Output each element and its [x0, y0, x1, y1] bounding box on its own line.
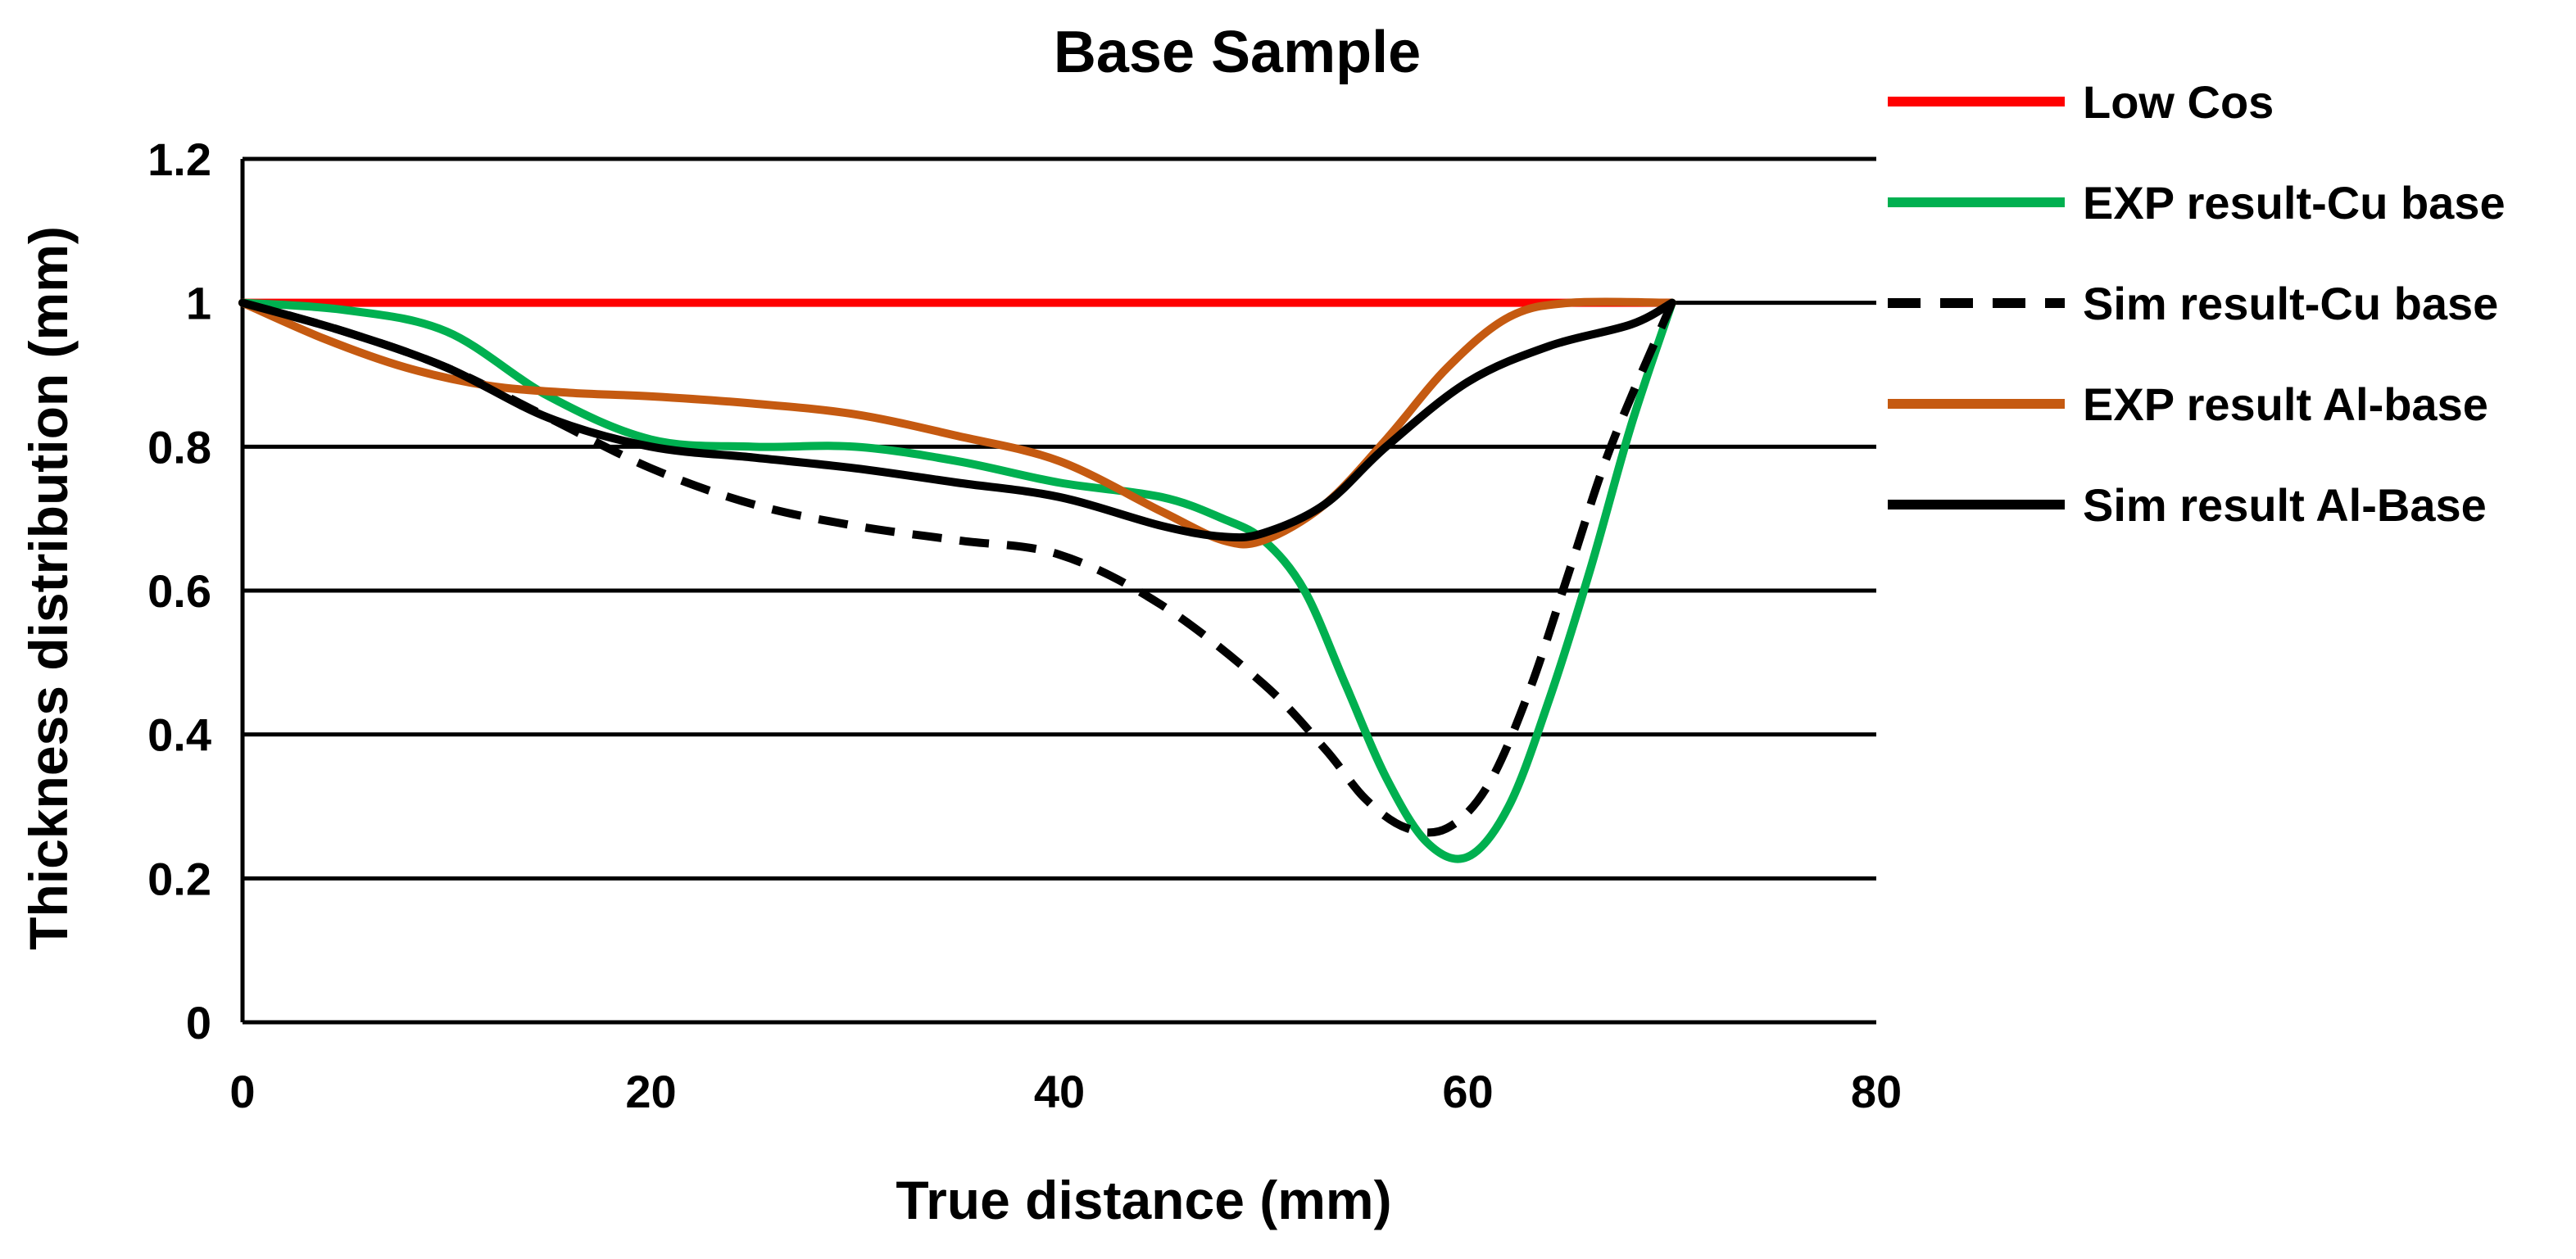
x-tick-label: 60 [1442, 1066, 1493, 1117]
legend-label-exp-result-cu-base: EXP result-Cu base [2083, 177, 2506, 229]
y-tick-label: 0.2 [147, 853, 211, 904]
gridlines [243, 156, 1876, 881]
y-axis-label: Thickness distribution (mm) [18, 226, 79, 950]
tick-labels: 0 0.2 0.4 0.6 0.8 1 1.2 0 20 40 60 80 [147, 134, 1902, 1117]
x-tick-label: 0 [229, 1066, 255, 1117]
y-tick-label: 1 [186, 278, 211, 329]
x-tick-label: 80 [1851, 1066, 1902, 1117]
y-tick-label: 0.6 [147, 565, 211, 617]
legend: Low Cos EXP result-Cu base Sim result-Cu b… [1888, 76, 2506, 531]
y-tick-label: 0 [186, 997, 211, 1048]
y-tick-label: 0.8 [147, 421, 211, 473]
legend-label-sim-result-cu-base: Sim result-Cu base [2083, 278, 2498, 329]
series-line-exp-result-cu-base [238, 298, 1676, 863]
series-line-sim-result-al-base [238, 298, 1676, 542]
series-lines [238, 297, 1676, 863]
x-tick-label: 40 [1034, 1066, 1085, 1117]
legend-label-low-cos: Low Cos [2083, 76, 2274, 128]
x-tick-label: 20 [625, 1066, 676, 1117]
chart-title: Base Sample [1054, 20, 1421, 85]
y-tick-label: 0.4 [147, 709, 211, 761]
legend-label-sim-result-al-base: Sim result Al-Base [2083, 479, 2487, 531]
legend-label-exp-result-al-base: EXP result Al-base [2083, 378, 2488, 430]
y-tick-label: 1.2 [147, 134, 211, 185]
series-line-sim-result-cu-base [241, 298, 1676, 837]
x-axis-label: True distance (mm) [896, 1170, 1391, 1230]
